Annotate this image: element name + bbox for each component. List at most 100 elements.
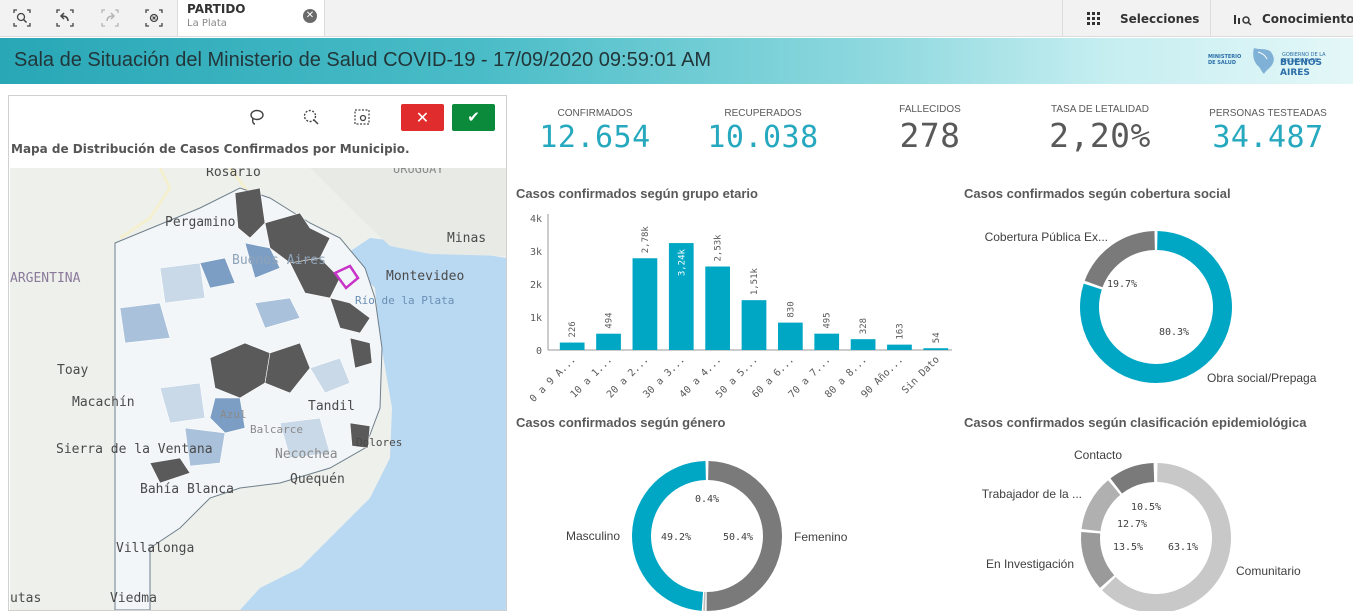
ocean-water [240,238,506,610]
bar [887,344,912,350]
slice-percent-label: 19.7% [1107,279,1137,290]
bar [923,348,949,350]
kpi-confirmados[interactable]: CONFIRMADOS 12.654 [535,108,655,155]
logo-emblem-icon [1253,48,1274,74]
selections-grid-icon [1087,11,1100,25]
map-place-label: Quequén [290,472,345,487]
coverage-donut-chart[interactable]: 19.7% 80.3% Cobertura Pública Ex... Obra so… [960,210,1353,400]
slice-percent-label: 0.4% [695,494,719,505]
lasso-select-icon[interactable] [246,106,268,128]
epi-donut-chart[interactable]: 63.1% 13.5% 12.7% 10.5% Comunitario En Invest… [960,440,1353,611]
municipality-shape[interactable] [349,337,373,369]
highway-line [119,168,172,240]
current-selection-chip[interactable]: PARTIDO La Plata ✕ [177,0,325,36]
municipality-shape[interactable] [119,302,171,344]
epi-chart-title: Casos confirmados según clasificación ep… [964,415,1307,430]
step-back-icon[interactable] [53,6,77,30]
kpi-label: FALLECIDOS [899,104,961,115]
map-place-label: Necochea [275,447,338,462]
kpi-fallecidos[interactable]: FALLECIDOS 278 [870,104,990,155]
municipality-shape[interactable] [234,187,266,239]
map-place-label: Tandil [308,399,355,414]
y-tick-label: 2k [530,280,542,291]
map-place-label: Macachín [72,395,135,410]
municipality-shape[interactable] [329,297,371,334]
cancel-selection-button[interactable]: ✕ [401,104,444,131]
donut-slice [703,591,706,611]
municipality-shape[interactable] [264,342,311,394]
map-place-label: Dolores [356,436,402,449]
gender-donut-chart[interactable]: 50.4% 49.2% 0.4% Femenino Masculino [516,440,956,611]
bar-value-label: 3,24k [677,248,687,276]
y-tick-label: 3k [530,247,542,258]
selecciones-label: Selecciones [1120,11,1200,26]
donut-slice [1102,463,1231,611]
kpi-value: 12.654 [539,120,651,155]
bar-value-label: 2,78k [641,226,651,254]
selecciones-button[interactable]: Selecciones [1086,0,1199,37]
map-place-label: Rosario [206,168,261,180]
municipality-shape[interactable] [309,357,351,394]
kpi-value: 278 [899,116,961,155]
kpi-tasa-letalidad[interactable]: TASA DE LETALIDAD 2,20% [1030,104,1170,155]
bar [814,333,840,350]
kpi-label: TASA DE LETALIDAD [1051,104,1149,115]
slice-percent-label: 13.5% [1113,542,1143,553]
smart-search-icon[interactable] [10,6,34,30]
municipality-shape[interactable] [149,457,191,484]
uruguay-land [310,168,506,256]
clear-all-icon[interactable] [142,6,166,30]
bar-value-label: 163 [895,323,905,339]
kpi-recuperados[interactable]: RECUPERADOS 10.038 [703,108,823,155]
map-place-label: URUGUAY [393,168,444,176]
municipality-shape[interactable] [289,257,341,299]
municipality-shape[interactable] [349,422,371,449]
municipality-shape[interactable] [244,242,281,279]
bar-value-label: 830 [786,301,796,317]
bar-value-label: 1,51k [750,267,760,295]
slice-percent-label: 12.7% [1117,519,1147,530]
map-selection-tools: ✕ ✔ [9,96,506,136]
map-place-label: Toay [57,363,88,378]
municipality-shape[interactable] [264,212,331,264]
donut-slice [706,461,782,611]
slice-percent-label: 63.1% [1168,542,1198,553]
circle-select-icon[interactable] [300,106,322,128]
confirm-selection-button[interactable]: ✔ [452,104,495,131]
y-tick-label: 4k [530,214,542,225]
toolbar-divider [1210,0,1211,37]
bar-value-label: 494 [605,312,615,328]
donut-slice [632,461,706,611]
municipality-shape[interactable] [199,257,236,289]
slice-name-label: Cobertura Pública Ex... [985,230,1108,244]
bar-value-label: 328 [859,318,869,334]
river-water [340,238,506,283]
logo-ministry-text: MINISTERIO DE SALUD [1208,54,1242,66]
rect-select-icon[interactable] [351,106,373,128]
municipality-shape[interactable] [209,397,246,434]
municipality-shape[interactable] [254,297,301,329]
map-place-label: Pergamino [165,215,235,230]
donut-slice [1081,531,1115,588]
municipality-shape[interactable] [159,382,206,424]
bar [741,300,767,350]
buenos-aires-choropleth-map[interactable]: Rosario URUGUAY Pergamino Buenos Aires M… [10,168,506,610]
kpi-personas-testeadas[interactable]: PERSONAS TESTEADAS 34.487 [1198,108,1338,155]
step-forward-icon[interactable] [98,6,122,30]
municipality-shape[interactable] [184,427,226,467]
slice-name-label: Trabajador de la ... [982,487,1082,501]
bar-value-label: 226 [568,321,578,337]
municipality-shape[interactable] [159,262,206,304]
slice-name-label: Femenino [794,530,848,544]
kpi-value: 34.487 [1212,120,1324,155]
toolbar-divider [1062,0,1063,37]
clear-selection-icon[interactable]: ✕ [303,9,317,23]
logo-buenos-aires-text: BUENOS AIRES [1280,58,1322,78]
municipality-shape[interactable] [279,417,331,459]
dashboard-header: Sala de Situación del Ministerio de Salu… [0,38,1353,84]
kpi-label: RECUPERADOS [724,108,802,119]
conocimientos-button[interactable]: Conocimientos [1233,0,1353,37]
selected-municipality-la-plata[interactable] [333,264,360,290]
bar [559,342,585,350]
